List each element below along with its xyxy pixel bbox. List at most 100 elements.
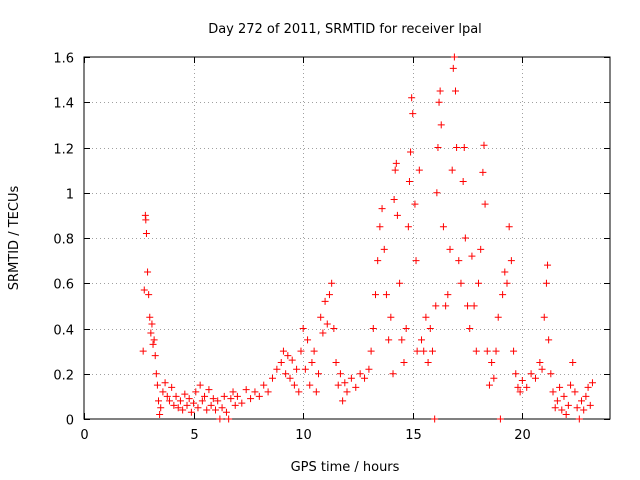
data-point <box>190 399 198 407</box>
data-point <box>205 386 213 394</box>
y-tick-label: 0.4 <box>53 324 74 339</box>
data-point <box>242 386 250 394</box>
data-point <box>229 388 237 396</box>
data-point <box>448 166 456 174</box>
data-point <box>343 388 351 396</box>
data-point <box>459 177 467 185</box>
data-point <box>562 410 570 418</box>
data-point <box>538 365 546 373</box>
data-point <box>153 381 161 389</box>
data-point <box>523 383 531 391</box>
data-point <box>446 245 454 253</box>
data-point <box>536 358 544 366</box>
data-point <box>451 87 459 95</box>
data-point <box>426 325 434 332</box>
plot-frame <box>83 56 611 420</box>
data-point <box>501 268 509 276</box>
data-point <box>145 291 153 299</box>
x-tick-label: 20 <box>514 428 531 443</box>
data-point <box>545 336 553 344</box>
data-point <box>413 347 421 355</box>
x-tick-label: 5 <box>190 428 198 443</box>
data-point <box>580 406 588 414</box>
data-point <box>361 374 369 382</box>
data-point <box>152 370 160 378</box>
data-point <box>405 177 413 185</box>
data-point <box>460 144 468 151</box>
data-point <box>218 404 226 412</box>
data-point <box>496 415 504 423</box>
data-point <box>319 329 327 337</box>
data-point <box>483 347 491 355</box>
data-point <box>510 347 518 355</box>
data-point <box>544 261 552 269</box>
data-point <box>558 406 566 414</box>
data-point <box>412 257 420 265</box>
data-point <box>227 395 235 403</box>
data-point <box>174 404 182 412</box>
data-point <box>179 406 187 414</box>
data-point <box>159 388 167 396</box>
data-point <box>457 279 465 287</box>
data-point <box>339 397 347 405</box>
data-point <box>341 379 349 387</box>
data-point <box>435 98 443 106</box>
data-point <box>466 325 474 332</box>
data-point <box>147 329 155 337</box>
data-point <box>393 211 401 219</box>
data-point <box>356 370 364 378</box>
data-point <box>332 358 340 366</box>
data-point <box>194 404 202 412</box>
data-point <box>148 320 156 328</box>
data-point <box>422 313 430 321</box>
data-point <box>299 325 307 332</box>
data-point <box>475 279 482 287</box>
data-point <box>398 336 406 344</box>
chart-title: Day 272 of 2011, SRMTID for receiver lpa… <box>208 22 482 37</box>
axis-ticks: 0 5 10 15 20 0 0.2 0.4 0.6 0.8 1 1.2 1.4 1.6 <box>53 52 610 443</box>
data-point <box>165 397 173 405</box>
data-point <box>304 336 312 344</box>
data-point <box>367 347 375 355</box>
data-point <box>453 144 461 151</box>
data-point <box>494 313 502 321</box>
data-point <box>490 374 498 382</box>
data-point <box>584 383 592 391</box>
data-point <box>540 313 548 321</box>
data-point <box>222 408 230 416</box>
data-point <box>437 121 445 129</box>
data-point <box>439 223 447 231</box>
data-point <box>396 279 404 287</box>
data-point <box>479 168 487 176</box>
data-point <box>376 223 384 231</box>
data-point <box>514 383 522 391</box>
data-point <box>586 401 594 409</box>
x-tick-label: 0 <box>80 428 88 443</box>
data-point <box>449 64 457 72</box>
data-point <box>378 205 386 213</box>
data-point <box>551 404 559 412</box>
data-point <box>181 390 189 398</box>
data-point <box>142 229 150 237</box>
data-point <box>196 381 204 389</box>
data-point <box>277 358 285 366</box>
data-point <box>238 399 246 407</box>
x-axis-label: GPS time / hours <box>291 460 400 475</box>
data-point <box>201 392 209 400</box>
data-point <box>251 388 259 396</box>
data-point <box>203 406 211 414</box>
data-point <box>352 383 360 391</box>
data-point <box>505 223 513 231</box>
data-point <box>400 358 408 366</box>
data-point <box>233 392 241 400</box>
data-point <box>155 397 163 405</box>
data-point <box>503 279 511 287</box>
data-point <box>347 374 355 382</box>
data-point <box>485 381 493 389</box>
data-point <box>588 379 596 387</box>
data-point <box>146 313 154 321</box>
data-point <box>161 379 169 387</box>
data-point <box>408 94 416 102</box>
data-point <box>288 356 296 364</box>
data-point <box>187 408 195 416</box>
